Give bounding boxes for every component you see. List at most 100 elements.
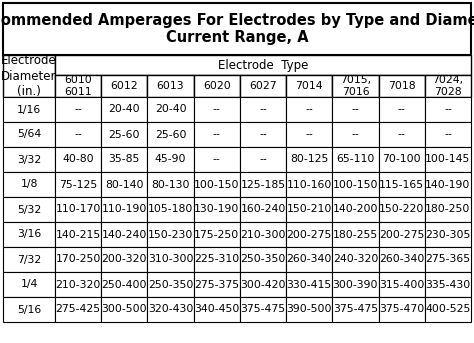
Bar [101,247,147,272]
Bar [240,122,286,147]
Bar [286,222,332,247]
Bar [379,247,425,272]
Bar [147,147,194,172]
Text: 335-430: 335-430 [425,280,471,289]
Text: 140-190: 140-190 [425,179,471,189]
Text: 20-40: 20-40 [109,105,140,115]
Bar [286,247,332,272]
Text: 20-40: 20-40 [155,105,186,115]
Text: 300-420: 300-420 [240,280,286,289]
Bar [147,75,194,97]
Bar [55,75,101,97]
Bar [3,3,471,55]
Bar [286,272,332,297]
Text: 320-430: 320-430 [148,305,193,315]
Text: 125-185: 125-185 [240,179,285,189]
Text: 225-310: 225-310 [194,255,239,264]
Bar [3,122,55,147]
Bar [194,222,240,247]
Text: 110-190: 110-190 [101,204,147,214]
Bar [379,222,425,247]
Bar [425,297,471,322]
Text: Electrode
Diameter
(in.): Electrode Diameter (in.) [1,55,57,97]
Text: 200-320: 200-320 [101,255,147,264]
Bar [240,272,286,297]
Bar [240,197,286,222]
Text: 80-130: 80-130 [151,179,190,189]
Text: 6027: 6027 [249,81,277,91]
Text: 6020: 6020 [203,81,231,91]
Text: 115-165: 115-165 [379,179,424,189]
Bar [101,75,147,97]
Bar [379,172,425,197]
Text: 210-320: 210-320 [55,280,101,289]
Text: 200-275: 200-275 [379,229,424,239]
Bar [147,247,194,272]
Bar [3,97,55,122]
Text: 100-145: 100-145 [425,154,471,165]
Text: 7015,
7016: 7015, 7016 [340,75,371,97]
Text: 170-250: 170-250 [55,255,101,264]
Bar [101,147,147,172]
Bar [147,97,194,122]
Bar [147,122,194,147]
Bar [425,122,471,147]
Text: --: -- [305,105,313,115]
Text: 140-200: 140-200 [333,204,378,214]
Bar [425,147,471,172]
Text: 70-100: 70-100 [383,154,421,165]
Text: 6012: 6012 [110,81,138,91]
Text: 210-300: 210-300 [240,229,286,239]
Text: 300-390: 300-390 [333,280,378,289]
Text: 140-215: 140-215 [55,229,101,239]
Bar [332,297,379,322]
Bar [55,247,101,272]
Bar [3,197,55,222]
Bar [194,147,240,172]
Bar [286,197,332,222]
Bar [101,172,147,197]
Bar [3,272,55,297]
Bar [425,247,471,272]
Bar [3,297,55,322]
Bar [55,122,101,147]
Bar [379,122,425,147]
Text: 375-470: 375-470 [379,305,424,315]
Bar [55,55,471,75]
Text: 100-150: 100-150 [333,179,378,189]
Text: 200-275: 200-275 [287,229,332,239]
Text: 160-240: 160-240 [240,204,286,214]
Text: 250-400: 250-400 [101,280,147,289]
Bar [55,97,101,122]
Text: 250-350: 250-350 [240,255,286,264]
Text: 110-160: 110-160 [287,179,332,189]
Text: 275-425: 275-425 [55,305,100,315]
Bar [194,122,240,147]
Bar [332,147,379,172]
Bar [147,222,194,247]
Bar [286,172,332,197]
Bar [101,197,147,222]
Text: 150-210: 150-210 [287,204,332,214]
Bar [194,75,240,97]
Text: 150-220: 150-220 [379,204,424,214]
Bar [379,197,425,222]
Text: 375-475: 375-475 [240,305,285,315]
Bar [425,172,471,197]
Text: 315-400: 315-400 [379,280,424,289]
Bar [101,122,147,147]
Bar [332,222,379,247]
Bar [55,222,101,247]
Text: 3/32: 3/32 [17,154,41,165]
Text: 1/8: 1/8 [20,179,38,189]
Bar [425,75,471,97]
Text: 300-500: 300-500 [101,305,147,315]
Text: 6010
6011: 6010 6011 [64,75,92,97]
Text: 250-350: 250-350 [148,280,193,289]
Text: --: -- [213,105,221,115]
Text: --: -- [444,130,452,140]
Text: 330-415: 330-415 [287,280,332,289]
Bar [55,297,101,322]
Text: --: -- [305,130,313,140]
Bar [3,172,55,197]
